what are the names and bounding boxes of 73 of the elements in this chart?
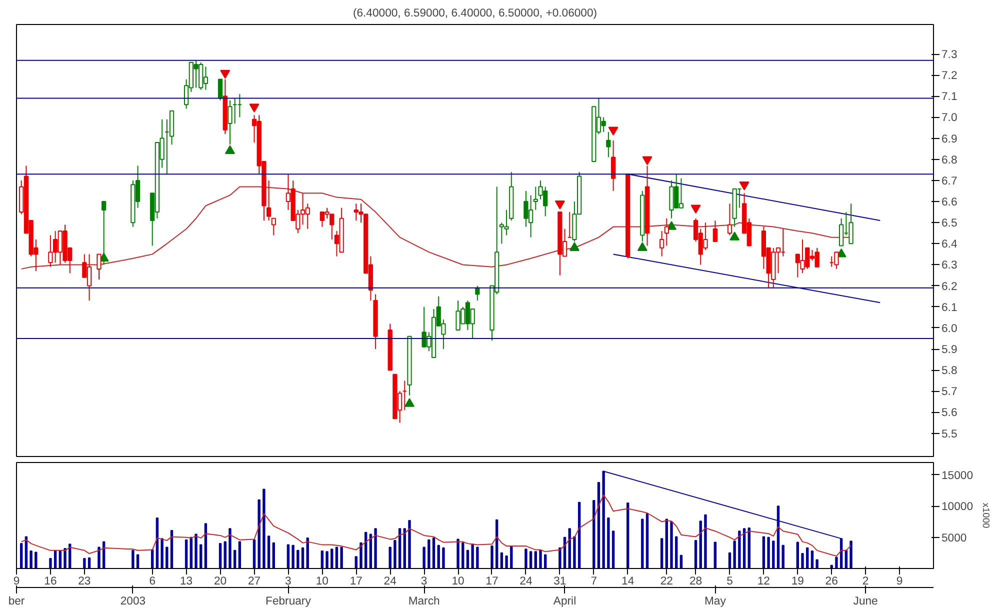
x-tick-label: 10 <box>316 576 328 588</box>
y-tick-label: 6.1 <box>942 302 958 314</box>
x-tick-label: 28 <box>689 576 702 588</box>
candlestick <box>834 252 839 270</box>
candlestick <box>848 203 854 244</box>
x-tick-label: 24 <box>520 576 532 588</box>
x-tick-label: 19 <box>791 576 804 588</box>
candlestick <box>96 254 102 280</box>
x-tick-label: 5 <box>726 576 733 588</box>
x2-tick-label: April <box>553 596 576 608</box>
x-tick-label: 17 <box>486 576 498 588</box>
x-tick-label: 12 <box>757 576 770 588</box>
candlestick <box>266 180 272 221</box>
y-tick-label: 5.6 <box>942 407 958 420</box>
x-tick-label: 17 <box>350 576 362 588</box>
x-tick-label: 22 <box>660 576 673 588</box>
x-tick-label: 3 <box>285 576 292 588</box>
y-tick-label: 7.3 <box>942 49 958 61</box>
candlestick <box>533 186 538 210</box>
x-tick-label: 6 <box>149 576 156 588</box>
x-tick-label: 31 <box>554 576 566 588</box>
y-tick-label: 6.5 <box>942 218 958 230</box>
y-tick-label: 6.7 <box>942 175 958 188</box>
x-tick-label: 9 <box>896 576 903 588</box>
x2-tick-label: June <box>853 596 878 608</box>
candlestick <box>838 218 844 246</box>
y-tick-label: 10000 <box>942 501 974 514</box>
x-tick-label: 20 <box>214 576 227 588</box>
y-tick-label: 15000 <box>942 470 974 482</box>
y-tick-label: 6.0 <box>942 322 958 335</box>
x-tick-label: 2 <box>862 576 869 588</box>
y-tick-label: 5000 <box>942 532 967 544</box>
candlestick <box>610 140 616 192</box>
x-tick-label: 14 <box>622 576 634 588</box>
y-tick-label: 6.8 <box>942 154 958 166</box>
candlestick <box>659 230 664 257</box>
y-axis-title: x1000 <box>981 502 991 528</box>
x-tick-label: 13 <box>180 576 193 588</box>
candlestick <box>102 201 106 266</box>
x-tick-label: 24 <box>384 576 396 588</box>
y-tick-label: 7.2 <box>942 70 958 82</box>
y-tick-label: 5.8 <box>942 365 958 378</box>
y-tick-label: 6.9 <box>942 133 958 146</box>
y-tick-label: 6.6 <box>942 196 958 209</box>
x2-tick-label: ber <box>8 596 25 608</box>
line-series <box>20 494 852 557</box>
x2-tick-label: February <box>266 596 312 608</box>
x-tick-label: 27 <box>248 576 261 588</box>
y-tick-label: 5.5 <box>942 428 958 440</box>
candlestick <box>606 131 611 158</box>
x-tick-label: 7 <box>590 576 598 588</box>
y-tick-label: 7.0 <box>942 112 958 124</box>
x-tick-label: 9 <box>13 576 20 588</box>
y-tick-label: 7.1 <box>942 91 958 104</box>
y-tick-label: 6.3 <box>942 260 958 272</box>
chart-title: (6.40000, 6.59000, 6.40000, 6.50000, +0.06000) <box>352 8 598 20</box>
x-tick-label: 23 <box>78 576 91 588</box>
x2-tick-label: 2003 <box>120 596 146 608</box>
x-tick-label: 3 <box>420 576 428 588</box>
y-tick-label: 6.4 <box>942 238 958 251</box>
y-tick-label: 5.7 <box>942 386 958 398</box>
x-tick-label: 10 <box>452 576 464 588</box>
x-tick-label: 26 <box>825 576 838 588</box>
candlestick <box>218 78 223 101</box>
candlestick <box>664 218 669 246</box>
candlestick <box>271 218 276 236</box>
x-tick-label: 16 <box>44 576 57 588</box>
y-tick-label: 5.9 <box>942 344 958 356</box>
candlestick <box>727 203 732 236</box>
x2-tick-label: May <box>704 596 726 608</box>
candlestick <box>712 220 718 242</box>
y-tick-label: 6.2 <box>942 280 958 293</box>
x2-tick-label: March <box>408 596 440 608</box>
